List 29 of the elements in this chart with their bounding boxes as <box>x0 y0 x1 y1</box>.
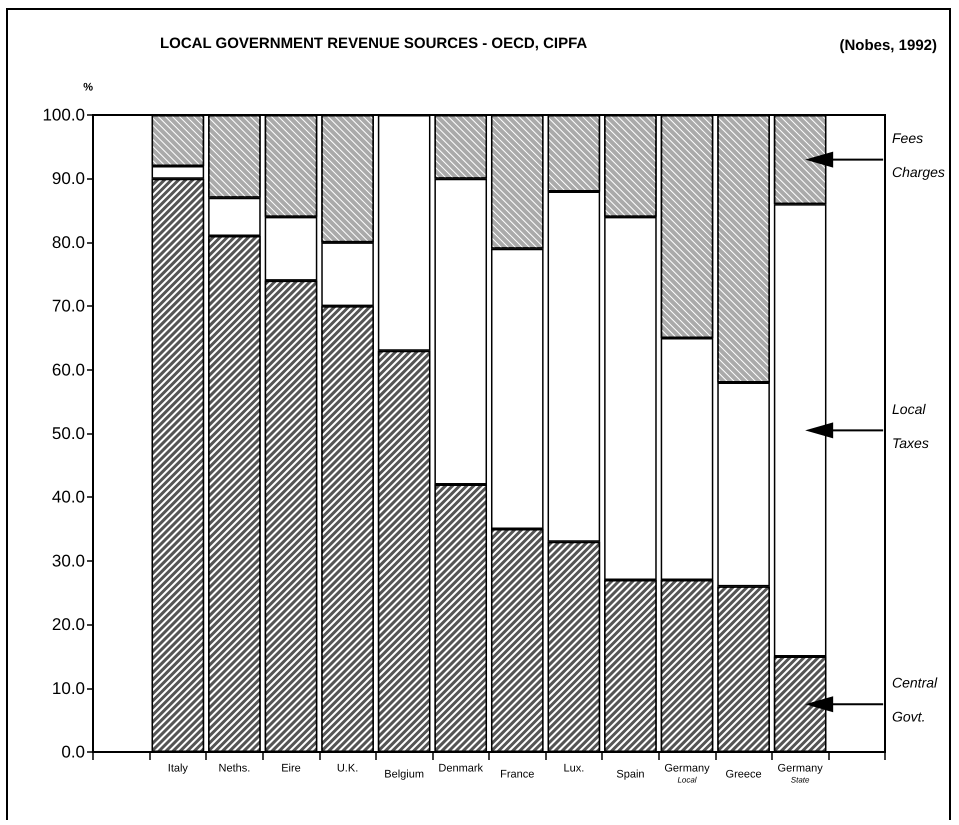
text: Fees Charges <box>892 130 945 180</box>
y-tick-label: 70.0 <box>52 296 85 316</box>
y-tick-label: 80.0 <box>52 232 85 252</box>
x-tick-label: Denmark <box>438 762 484 774</box>
x-tick-label: Greece <box>726 768 762 780</box>
text: (Nobes, 1992) <box>839 37 938 54</box>
x-tick-label: Italy <box>168 762 188 774</box>
x-tick-label: Spain <box>616 768 644 780</box>
y-tick-label: 30.0 <box>52 551 85 570</box>
y-tick-label: 50.0 <box>52 424 85 443</box>
text: Central Govt. <box>892 674 938 725</box>
x-tick-label: France <box>500 768 534 780</box>
x-tick-label: Germany State <box>778 762 824 784</box>
x-tick-label: U.K. <box>336 762 358 774</box>
x-tick-label: Germany Local <box>664 762 710 784</box>
x-tick-label: Neths. <box>218 762 250 774</box>
y-tick-label: 20.0 <box>52 615 85 634</box>
y-tick-label: 0.0 <box>61 742 85 762</box>
x-tick-label: Lux. <box>563 762 584 774</box>
text: Local Taxes <box>892 400 929 451</box>
chart-title: LOCAL GOVERNMENT REVENUE SOURCES - OECD, CIPFA <box>160 35 588 52</box>
y-tick-label: 60.0 <box>52 360 85 380</box>
x-tick-label: Eire <box>281 762 301 774</box>
y-tick-label: 90.0 <box>52 169 85 188</box>
y-tick-label: 10.0 <box>52 678 85 698</box>
y-axis-title: % <box>83 82 94 94</box>
y-tick-label: 40.0 <box>52 488 85 507</box>
x-tick-label: Belgium <box>384 768 424 780</box>
y-tick-label: 100.0 <box>42 106 85 124</box>
